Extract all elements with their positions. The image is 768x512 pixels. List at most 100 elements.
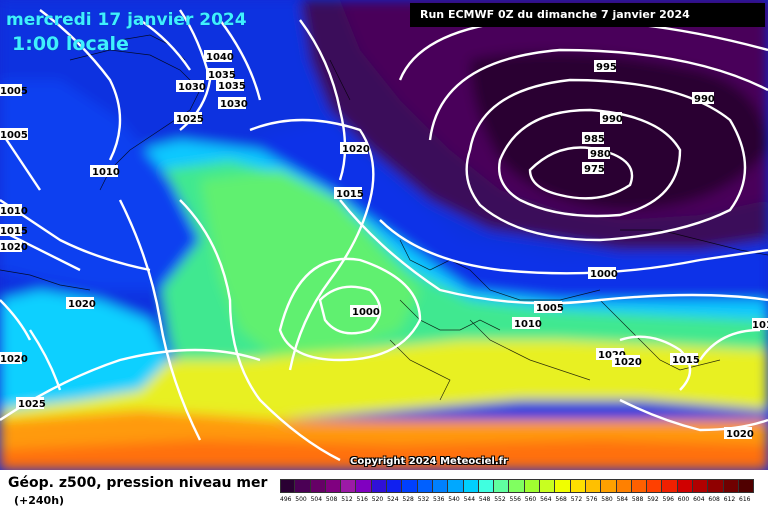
color-scale-tick-label: 516 [356,496,368,503]
color-scale-tick-label: 560 [524,496,537,503]
color-scale-tick-label: 504 [310,496,323,503]
isobar-label: 990 [600,112,623,125]
color-scale-labels: 496 500 504 508 512 516 520 524 528 532 536 540 544 5… [280,496,756,508]
color-scale-swatch [616,479,632,493]
color-scale-swatch [509,479,525,493]
color-scale-tick-label: 508 [325,496,338,503]
svg-text:1035: 1035 [218,81,246,92]
valid-date: mercredi 17 janvier 2024 [6,10,247,30]
color-scale-swatch [570,479,586,493]
color-scale-tick-label: 548 [478,496,491,503]
color-scale-tick-label: 612 [723,496,736,503]
isobar-label: 1000 [588,267,618,280]
isobar-label: 990 [692,92,715,105]
color-scale-tick-label: 496 [280,496,292,503]
color-scale-tick-label: 592 [647,496,659,503]
color-scale-tick-label: 536 [433,496,445,503]
valid-hour: 1:00 locale [12,33,129,55]
color-scale-tick-label: 596 [662,496,674,503]
svg-text:1020: 1020 [0,354,28,365]
color-scale-swatch [387,479,403,493]
color-scale-swatch [356,479,372,493]
svg-text:1040: 1040 [206,52,234,63]
forecast-lead-time: (+240h) [14,494,65,507]
color-scale-tick-label: 556 [509,496,521,503]
geopotential-field: 995 990 990 985 980 975 1000 1000 1005 1… [0,0,768,470]
svg-text:1020: 1020 [68,299,96,310]
isobar-label: 1010 [512,317,542,330]
isobar-label: 1020 [612,355,642,368]
color-scale-swatch [555,479,571,493]
isobar-label: 1010 [752,318,768,331]
color-scale-swatch [494,479,510,493]
isobar-label: 1005 [534,301,564,314]
color-scale-swatch [662,479,678,493]
color-scale-swatch [463,479,479,493]
color-scale-tick-label: 564 [540,496,552,503]
color-scale-tick-label: 608 [708,496,720,503]
color-scale-tick-label: 616 [739,496,751,503]
svg-text:1015: 1015 [336,189,364,200]
color-scale-tick-label: 500 [295,496,307,503]
color-scale-swatch [708,479,724,493]
color-scale-tick-label: 580 [601,496,613,503]
svg-text:985: 985 [584,134,605,145]
color-scale-tick-label: 572 [570,496,583,503]
color-scale-swatch [478,479,495,493]
color-scale-swatch [417,479,433,493]
isobar-label: 1025 [174,112,204,125]
isobar-label: 985 [582,132,605,145]
color-scale-tick-label: 552 [494,496,506,503]
svg-text:1025: 1025 [176,114,204,125]
color-scale-swatch [295,479,311,493]
isobar-label: 1015 [0,224,28,237]
isobar-label: 1015 [334,187,364,200]
color-scale-tick-label: 540 [448,496,460,503]
svg-text:1015: 1015 [672,355,700,366]
color-scale-tick-label: 524 [387,496,399,503]
color-scale [280,479,755,493]
svg-text:1005: 1005 [536,303,564,314]
svg-text:1000: 1000 [352,307,380,318]
isobar-label: 1015 [670,353,700,366]
color-scale-tick-label: 532 [417,496,430,503]
legend-footer: Géop. z500, pression niveau mer (+240h) … [0,470,768,512]
svg-text:1000: 1000 [590,269,618,280]
color-scale-swatch [693,479,709,493]
svg-text:1010: 1010 [0,206,28,217]
color-scale-swatch [371,479,388,493]
svg-text:1010: 1010 [514,319,542,330]
color-scale-swatch [524,479,541,493]
isobar-label: 1035 [206,68,236,81]
color-scale-swatch [677,479,694,493]
copyright-notice: Copyright 2024 Meteociel.fr [350,456,508,467]
isobar-label: 1020 [0,352,28,365]
color-scale-tick-label: 520 [371,496,384,503]
color-scale-swatch [432,479,449,493]
color-scale-swatch [341,479,357,493]
color-scale-swatch [540,479,556,493]
color-scale-swatch [631,479,648,493]
svg-text:990: 990 [602,114,623,125]
svg-text:1030: 1030 [178,82,206,93]
color-scale-swatch [738,479,755,493]
svg-text:1030: 1030 [220,99,248,110]
svg-text:1020: 1020 [598,350,626,361]
svg-text:1020: 1020 [726,429,754,440]
color-scale-swatch [723,479,739,493]
isobar-label: 1005 [0,128,28,141]
isobar-label: 1040 [204,50,234,63]
color-scale-tick-label: 600 [677,496,690,503]
isobar-label: 1020 [724,427,754,440]
color-scale-tick-label: 528 [402,496,414,503]
isobar-label: 1005 [0,84,28,97]
svg-text:975: 975 [584,164,605,175]
color-scale-swatch [402,479,418,493]
svg-text:1010: 1010 [92,167,120,178]
svg-text:1020: 1020 [0,242,28,253]
isobar-label: 1000 [350,305,380,318]
isobar-label: 1030 [176,80,206,93]
svg-text:990: 990 [694,94,715,105]
isobar-label: 980 [588,147,611,160]
